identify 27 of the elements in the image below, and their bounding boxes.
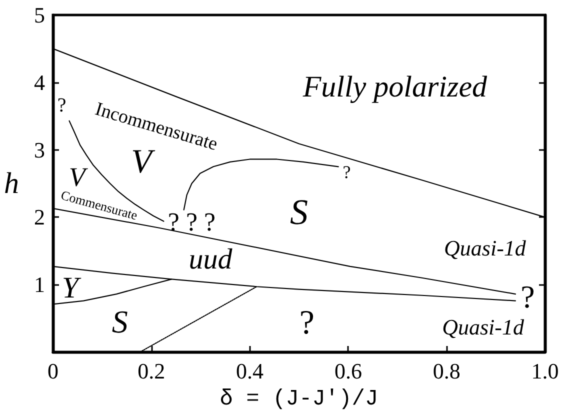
x-tick-label: 0.6: [334, 358, 362, 384]
annotation: Y: [62, 271, 82, 304]
y-tick-label: 5: [34, 2, 45, 28]
y-tick-label: 4: [34, 70, 45, 95]
y-tick-label: 3: [34, 137, 45, 162]
x-tick-label: 0.8: [432, 358, 460, 384]
annotation: Quasi-1d: [444, 236, 527, 261]
y-tick-label: 1: [34, 272, 45, 298]
annotation: ? ? ?: [168, 207, 216, 236]
annotation: S: [290, 192, 308, 232]
annotation: Fully polarized: [302, 70, 488, 104]
annotation: S: [112, 304, 128, 340]
annotation: ?: [342, 162, 351, 182]
annotation: ?: [57, 94, 66, 116]
y-axis-title: h: [4, 167, 19, 200]
annotation: ?: [520, 278, 535, 315]
x-tick-label: 0: [48, 358, 58, 384]
x-tick-label: 0.4: [236, 358, 264, 384]
x-axis-title: δ = (J-J′)/J: [220, 386, 378, 412]
x-tick-label: 0.2: [138, 358, 166, 384]
annotation: ?: [299, 304, 314, 342]
annotation: uud: [188, 244, 233, 276]
y-tick-label: 2: [34, 204, 45, 230]
annotation: V: [131, 143, 156, 180]
annotation: Quasi-1d: [442, 314, 525, 340]
x-tick-label: 1.0: [531, 358, 559, 384]
annotation: V: [68, 162, 89, 192]
